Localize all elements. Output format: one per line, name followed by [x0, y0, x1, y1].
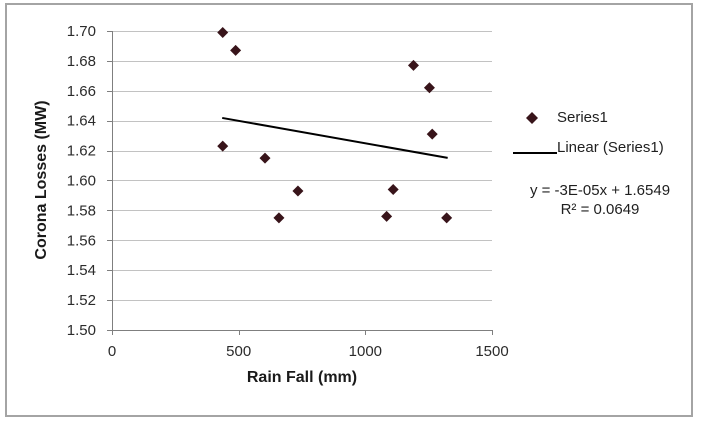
trendline — [222, 116, 448, 159]
legend-label-linear-series1: Linear (Series1) — [557, 139, 664, 156]
y-tick-label: 1.56 — [67, 232, 96, 249]
data-point-marker — [230, 44, 242, 56]
data-point-marker — [217, 140, 229, 152]
y-tick-label: 1.58 — [67, 202, 96, 219]
data-point-marker — [441, 212, 453, 224]
y-tick-label: 1.62 — [67, 143, 96, 160]
trendline-r-squared: R² = 0.0649 — [560, 201, 640, 218]
data-point-marker — [273, 212, 285, 224]
data-point-marker — [423, 82, 435, 94]
y-tick-label: 1.52 — [67, 292, 96, 309]
y-tick-label: 1.54 — [67, 262, 96, 279]
x-tick-label: 1500 — [475, 343, 508, 360]
data-point-marker — [426, 128, 438, 140]
x-tick-label: 1000 — [349, 343, 382, 360]
y-tick-label: 1.64 — [67, 113, 96, 130]
legend-series1-diamond-icon — [526, 112, 538, 124]
y-tick-label: 1.60 — [67, 173, 96, 190]
x-axis-title: Rain Fall (mm) — [246, 369, 358, 386]
legend-linear-line-icon — [513, 152, 557, 154]
data-point-marker — [381, 210, 393, 222]
y-tick-label: 1.50 — [67, 322, 96, 339]
trendline-equation-block: y = -3E-05x + 1.6549 R² = 0.0649 — [500, 181, 700, 219]
data-point-marker — [387, 183, 399, 195]
trendline-equation: y = -3E-05x + 1.6549 — [529, 182, 671, 199]
legend-label-series1: Series1 — [557, 109, 608, 126]
data-point-marker — [407, 59, 419, 71]
y-tick-label: 1.70 — [67, 23, 96, 40]
x-tick-label: 0 — [108, 343, 116, 360]
x-tick-label: 500 — [226, 343, 251, 360]
y-axis-title: Corona Losses (MW) — [33, 100, 50, 260]
y-tick-label: 1.68 — [67, 53, 96, 70]
y-tick-label: 1.66 — [67, 83, 96, 100]
data-point-marker — [292, 185, 304, 197]
diamond-icon — [526, 112, 538, 124]
data-point-marker — [259, 152, 271, 164]
data-point-marker — [217, 26, 229, 38]
